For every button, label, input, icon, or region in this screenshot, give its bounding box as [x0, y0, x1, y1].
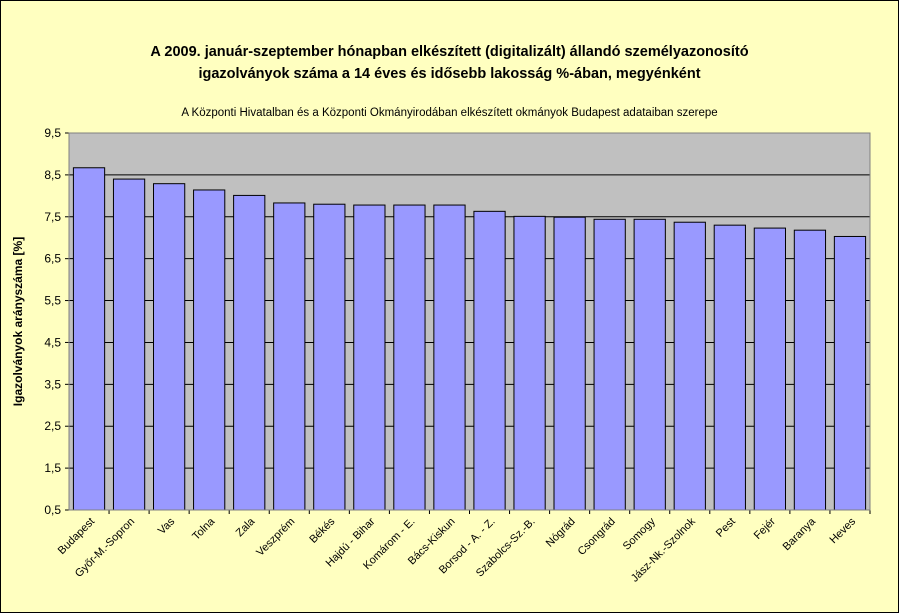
y-tick-label: 9,5: [44, 126, 61, 140]
chart-subtitle: A Központi Hivatalban és a Központi Okmá…: [181, 107, 718, 119]
y-tick-label: 7,5: [44, 210, 61, 224]
bar: [233, 194, 266, 511]
bar: [753, 227, 786, 511]
x-tick-label: Baranya: [781, 515, 819, 553]
y-tick-label: 4,5: [44, 335, 61, 349]
x-tick-label: Somogy: [621, 515, 658, 552]
bar: [793, 229, 827, 511]
bar: [273, 202, 306, 511]
x-tick-label: Heves: [828, 515, 859, 546]
x-tick-label: Nógrád: [544, 516, 578, 550]
bar: [313, 203, 346, 511]
x-tick-label: Budapest: [56, 516, 97, 557]
y-tick-label: 8,5: [44, 168, 61, 182]
x-tick-label: Csongrád: [576, 516, 618, 558]
x-tick-label: Pest: [714, 516, 738, 540]
x-tick-label: Veszprém: [254, 516, 297, 559]
y-tick-label: 1,5: [44, 461, 61, 475]
x-tick-label: Fejér: [752, 515, 778, 541]
bar: [553, 216, 586, 511]
chart-title-line1: A 2009. január-szeptember hónapban elkés…: [150, 44, 749, 60]
bar: [433, 204, 466, 511]
y-tick-label: 6,5: [44, 252, 61, 266]
bar: [513, 215, 546, 511]
x-tick-label: Vas: [156, 515, 178, 537]
bar: [713, 224, 746, 511]
bar: [593, 218, 626, 511]
chart-title-line2: igazolványok száma a 14 éves és idősebb …: [198, 66, 701, 82]
bar: [72, 167, 106, 511]
x-tick-label: Békés: [307, 515, 337, 545]
bar: [673, 221, 706, 511]
bar: [393, 204, 426, 511]
y-tick-label: 5,5: [44, 294, 61, 308]
y-tick-label: 3,5: [44, 377, 61, 391]
y-tick-label: 0,5: [44, 503, 61, 517]
bar: [473, 210, 506, 511]
plot-background: [69, 133, 870, 510]
x-tick-label: Zala: [234, 515, 258, 539]
bar: [633, 218, 666, 511]
bar: [112, 178, 146, 511]
bar: [353, 204, 386, 511]
y-tick-label: 2,5: [44, 419, 61, 433]
bar: [153, 183, 186, 511]
bar: [833, 235, 867, 511]
bar: [193, 189, 226, 511]
y-axis-label: Igazolványok arányszáma [%]: [11, 237, 25, 406]
x-tick-label: Tolna: [190, 515, 218, 543]
plot-border: [68, 132, 871, 511]
